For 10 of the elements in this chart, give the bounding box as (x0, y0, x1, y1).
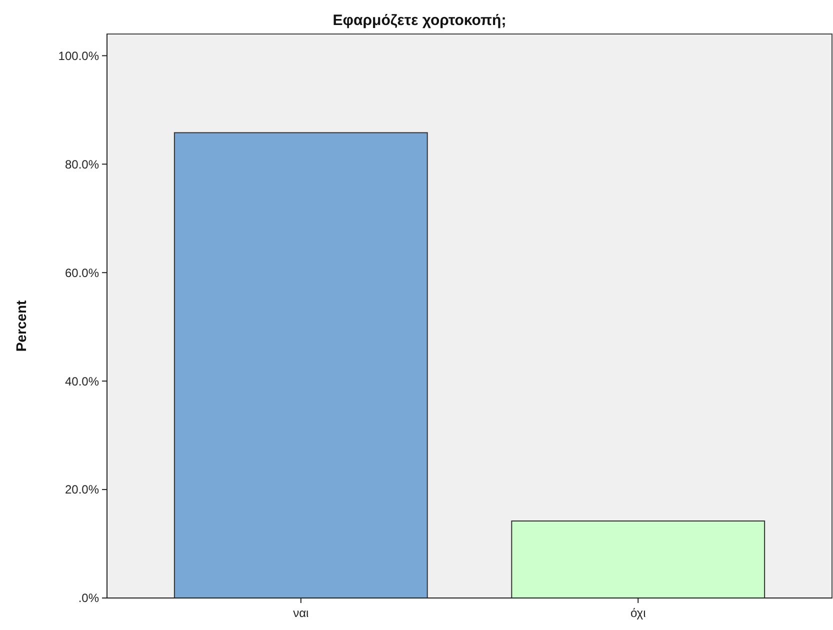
x-tick-label: όχι (630, 606, 646, 620)
y-tick-label: 20.0% (64, 482, 100, 497)
x-tick-label: ναι (293, 606, 310, 620)
y-tick-label: 80.0% (64, 157, 100, 172)
y-axis-title: Percent (13, 300, 29, 352)
y-tick-label: 60.0% (64, 266, 100, 280)
chart-title: Εφαρμόζετε χορτοκοπή; (332, 12, 506, 29)
y-tick-label: .0% (78, 591, 100, 606)
y-tick-label: 100.0% (58, 48, 100, 63)
y-tick-label: 40.0% (64, 374, 100, 388)
